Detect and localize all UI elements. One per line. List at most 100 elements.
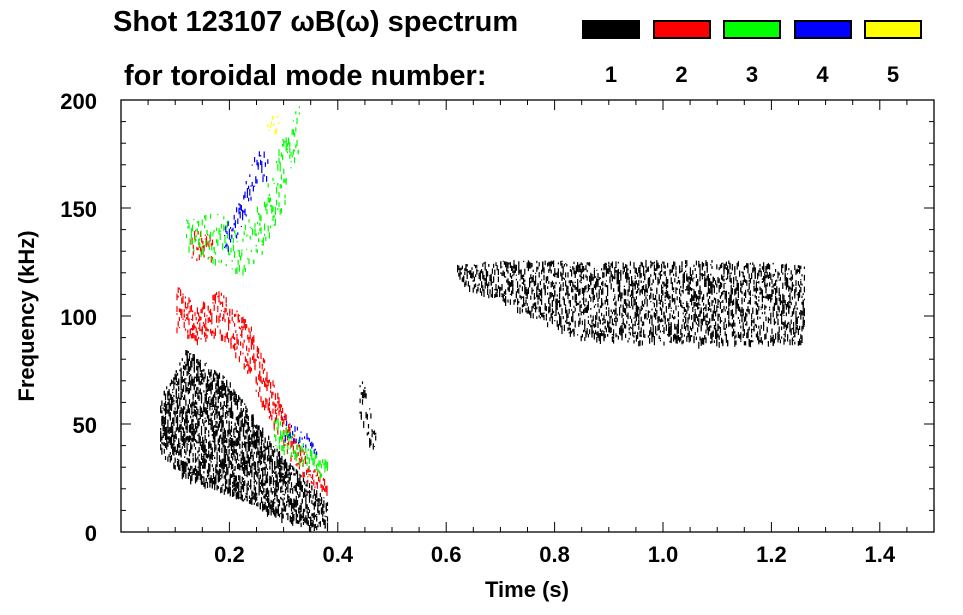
spectrum-mark-mode-1 (212, 467, 215, 472)
spectrum-mark-mode-1 (310, 491, 312, 493)
spectrum-mark-mode-1 (503, 294, 505, 296)
spectrum-mark-mode-2 (231, 313, 233, 315)
spectrum-mark-mode-1 (254, 486, 257, 491)
spectrum-mark-mode-1 (591, 292, 593, 294)
spectrum-mark-mode-1 (687, 291, 689, 295)
spectrum-mark-mode-1 (252, 491, 254, 495)
spectrum-mark-mode-1 (311, 513, 313, 517)
spectrum-mark-mode-1 (719, 327, 721, 334)
spectrum-mark-mode-1 (721, 309, 723, 314)
spectrum-mark-mode-1 (705, 329, 707, 334)
spectrum-mark-mode-1 (803, 323, 805, 325)
spectrum-mark-mode-1 (172, 432, 174, 437)
spectrum-mark-mode-1 (190, 442, 192, 449)
spectrum-mark-mode-1 (583, 274, 585, 280)
spectrum-mark-mode-1 (248, 500, 251, 504)
spectrum-mark-mode-1 (211, 382, 213, 389)
spectrum-mark-mode-1 (775, 295, 777, 303)
spectrum-mark-mode-1 (296, 474, 299, 480)
spectrum-mark-mode-1 (210, 413, 212, 417)
spectrum-mark-mode-1 (681, 267, 683, 272)
spectrum-mark-mode-1 (550, 271, 552, 274)
spectrum-mark-mode-1 (677, 330, 679, 333)
spectrum-mark-mode-1 (587, 287, 589, 292)
spectrum-mark-mode-1 (701, 264, 703, 271)
spectrum-mark-mode-1 (275, 508, 277, 515)
spectrum-mark-mode-1 (200, 444, 203, 448)
spectrum-mark-mode-1 (284, 472, 287, 479)
spectrum-mark-mode-1 (705, 304, 707, 312)
spectrum-mark-mode-1 (751, 313, 753, 318)
spectrum-mark-mode-1 (483, 289, 485, 293)
spectrum-mark-mode-1 (167, 419, 169, 424)
spectrum-mark-mode-1 (511, 280, 513, 285)
spectrum-mark-mode-1 (186, 355, 188, 359)
spectrum-mark-mode-1 (168, 405, 170, 412)
spectrum-mark-mode-1 (241, 424, 243, 427)
spectrum-mark-mode-1 (222, 463, 224, 470)
spectrum-mark-mode-1 (269, 455, 271, 462)
spectrum-mark-mode-1 (537, 295, 539, 299)
spectrum-mark-mode-1 (205, 427, 207, 431)
spectrum-mark-mode-1 (560, 321, 562, 328)
spectrum-mark-mode-1 (223, 376, 225, 378)
spectrum-mark-mode-1 (301, 513, 303, 515)
spectrum-mark-mode-1 (198, 390, 200, 394)
spectrum-mark-mode-1 (485, 280, 487, 286)
spectrum-mark-mode-1 (607, 290, 609, 297)
spectrum-mark-mode-1 (282, 493, 284, 495)
spectrum-mark-mode-2 (178, 308, 180, 313)
spectrum-mark-mode-1 (302, 491, 305, 498)
spectrum-mark-mode-1 (217, 396, 219, 404)
spectrum-mark-mode-1 (220, 386, 222, 388)
spectrum-mark-mode-1 (626, 302, 628, 306)
spectrum-mark-mode-1 (757, 272, 759, 280)
spectrum-mark-mode-1 (305, 517, 307, 523)
spectrum-mark-mode-1 (364, 390, 366, 392)
spectrum-mark-mode-1 (607, 268, 609, 274)
spectrum-mark-mode-1 (685, 326, 687, 331)
spectrum-mark-mode-1 (621, 325, 623, 331)
spectrum-mark-mode-2 (240, 350, 242, 356)
spectrum-mark-mode-1 (758, 325, 760, 329)
spectrum-mark-mode-1 (169, 429, 171, 434)
spectrum-mark-mode-1 (254, 425, 257, 428)
spectrum-mark-mode-1 (705, 283, 707, 287)
spectrum-mark-mode-1 (724, 309, 726, 312)
spectrum-mark-mode-1 (246, 408, 248, 413)
spectrum-mark-mode-1 (803, 319, 805, 324)
spectrum-mark-mode-1 (212, 433, 215, 438)
spectrum-mark-mode-1 (221, 387, 223, 393)
spectrum-mark-mode-1 (238, 417, 240, 425)
spectrum-mark-mode-1 (759, 271, 761, 273)
spectrum-mark-mode-1 (256, 492, 258, 496)
spectrum-mark-mode-1 (518, 273, 520, 275)
spectrum-mark-mode-1 (653, 271, 655, 276)
spectrum-mark-mode-2 (249, 331, 251, 334)
spectrum-mark-mode-1 (604, 283, 606, 287)
spectrum-mark-mode-1 (772, 289, 774, 294)
spectrum-mark-mode-1 (646, 300, 648, 307)
spectrum-mark-mode-1 (646, 267, 648, 271)
spectrum-mark-mode-1 (248, 428, 251, 431)
spectrum-mark-mode-1 (282, 462, 284, 465)
spectrum-mark-mode-1 (742, 322, 744, 329)
spectrum-mark-mode-1 (761, 266, 763, 270)
spectrum-mark-mode-1 (692, 307, 694, 312)
spectrum-mark-mode-1 (284, 481, 287, 486)
spectrum-mark-mode-1 (316, 490, 318, 495)
spectrum-mark-mode-1 (505, 261, 507, 268)
spectrum-mark-mode-1 (663, 341, 665, 346)
spectrum-mark-mode-1 (320, 507, 323, 515)
spectrum-mark-mode-1 (217, 477, 219, 483)
spectrum-mark-mode-1 (758, 299, 760, 302)
spectrum-mark-mode-1 (638, 313, 640, 319)
spectrum-mark-mode-1 (553, 273, 555, 277)
spectrum-mark-mode-1 (270, 443, 272, 449)
spectrum-mark-mode-1 (566, 263, 568, 267)
spectrum-mark-mode-1 (191, 444, 193, 450)
spectrum-mark-mode-1 (698, 314, 700, 318)
spectrum-mark-mode-1 (538, 288, 540, 292)
spectrum-mark-mode-1 (683, 315, 685, 318)
spectrum-mark-mode-1 (597, 297, 599, 302)
